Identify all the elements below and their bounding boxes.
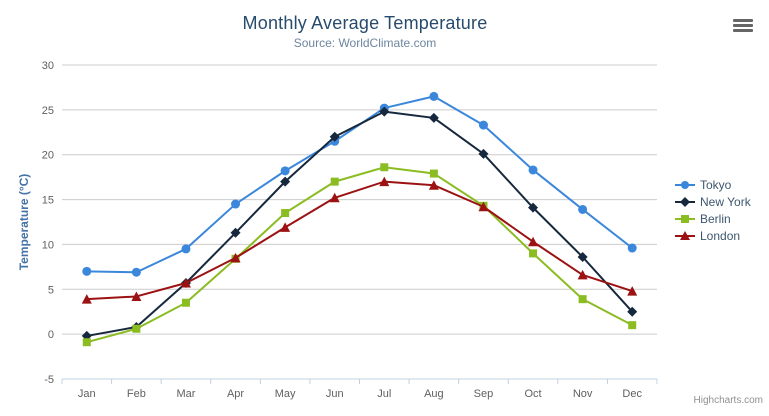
data-point[interactable] xyxy=(379,106,390,117)
legend-marker-triangle-icon xyxy=(675,231,695,240)
y-axis-label: 0 xyxy=(48,329,54,341)
x-axis-label: Nov xyxy=(573,388,593,400)
data-point[interactable] xyxy=(230,252,241,263)
x-axis-label: Dec xyxy=(622,388,642,400)
y-axis-label: 30 xyxy=(42,60,54,72)
legend-label: London xyxy=(700,229,741,243)
data-point[interactable] xyxy=(81,294,92,304)
data-point[interactable] xyxy=(231,199,241,209)
legend-item-new-york[interactable]: New York xyxy=(675,196,751,208)
data-point[interactable] xyxy=(330,177,339,186)
data-point[interactable] xyxy=(429,91,439,101)
data-point[interactable] xyxy=(181,298,190,307)
data-point[interactable] xyxy=(429,169,438,178)
data-point[interactable] xyxy=(280,166,290,176)
data-point[interactable] xyxy=(428,112,439,123)
legend: Tokyo New York Berlin London xyxy=(675,179,751,247)
data-point[interactable] xyxy=(478,120,488,130)
data-point[interactable] xyxy=(132,324,141,333)
series-berlin xyxy=(82,163,637,347)
data-point[interactable] xyxy=(82,338,91,347)
y-axis-label: 25 xyxy=(42,105,54,117)
data-point[interactable] xyxy=(180,278,191,288)
y-axis-label: 5 xyxy=(48,284,54,296)
data-point[interactable] xyxy=(329,131,340,142)
data-point[interactable] xyxy=(578,204,588,214)
series-line xyxy=(85,166,634,344)
data-point[interactable] xyxy=(627,243,637,253)
x-axis-label: Jan xyxy=(78,388,96,400)
x-axis-label: Jul xyxy=(377,388,391,400)
series-new-york xyxy=(81,106,638,341)
data-point[interactable] xyxy=(280,176,291,187)
data-point[interactable] xyxy=(529,249,538,258)
data-point[interactable] xyxy=(131,267,141,277)
highcharts-credit-link[interactable]: Highcharts.com xyxy=(693,395,763,406)
legend-item-berlin[interactable]: Berlin xyxy=(675,213,751,225)
export-menu-button[interactable] xyxy=(731,15,755,35)
x-axis-label: May xyxy=(275,388,296,400)
chart-subtitle: Source: WorldClimate.com xyxy=(293,36,437,50)
legend-label: Tokyo xyxy=(700,178,732,192)
x-axis-label: Mar xyxy=(176,388,195,400)
data-point[interactable] xyxy=(131,291,142,301)
series-tokyo xyxy=(82,91,637,277)
data-point[interactable] xyxy=(329,192,340,203)
data-point[interactable] xyxy=(82,266,92,276)
legend-label: New York xyxy=(700,195,751,209)
series-line xyxy=(85,110,634,337)
x-axis-label: Apr xyxy=(227,388,244,400)
data-point[interactable] xyxy=(528,236,539,247)
x-axis-label: Feb xyxy=(127,388,146,400)
y-axis-label: 15 xyxy=(42,195,54,207)
y-axis-label: 20 xyxy=(42,150,54,162)
data-point[interactable] xyxy=(380,163,389,172)
data-point[interactable] xyxy=(230,227,241,238)
data-point[interactable] xyxy=(478,148,489,159)
data-point[interactable] xyxy=(281,209,290,218)
x-axis-label: Sep xyxy=(474,388,494,400)
x-axis-label: Aug xyxy=(424,388,444,400)
x-axis-label: Jun xyxy=(326,388,344,400)
data-point[interactable] xyxy=(528,165,538,175)
data-point[interactable] xyxy=(528,202,539,213)
legend-item-london[interactable]: London xyxy=(675,230,751,242)
data-point[interactable] xyxy=(280,222,291,232)
series-line xyxy=(85,95,634,274)
series-london xyxy=(81,176,638,304)
data-point[interactable] xyxy=(181,244,191,254)
legend-marker-square-icon xyxy=(675,215,695,223)
data-point[interactable] xyxy=(628,321,637,330)
y-axis-label: 10 xyxy=(42,239,54,251)
data-point[interactable] xyxy=(428,180,439,190)
legend-label: Berlin xyxy=(700,212,731,226)
legend-marker-diamond-icon xyxy=(675,197,695,207)
data-point[interactable] xyxy=(577,251,588,262)
chart-title: Monthly Average Temperature xyxy=(242,13,488,33)
data-point[interactable] xyxy=(379,176,390,187)
legend-marker-circle-icon xyxy=(675,181,695,189)
data-point[interactable] xyxy=(627,286,638,296)
legend-item-tokyo[interactable]: Tokyo xyxy=(675,179,751,191)
series-line xyxy=(85,180,634,301)
data-point[interactable] xyxy=(578,295,587,304)
y-axis-label: -5 xyxy=(44,374,54,386)
hamburger-menu-icon xyxy=(733,18,753,22)
x-axis-label: Oct xyxy=(524,388,541,400)
data-point[interactable] xyxy=(577,269,588,280)
data-point[interactable] xyxy=(478,201,489,212)
data-point[interactable] xyxy=(627,306,638,317)
